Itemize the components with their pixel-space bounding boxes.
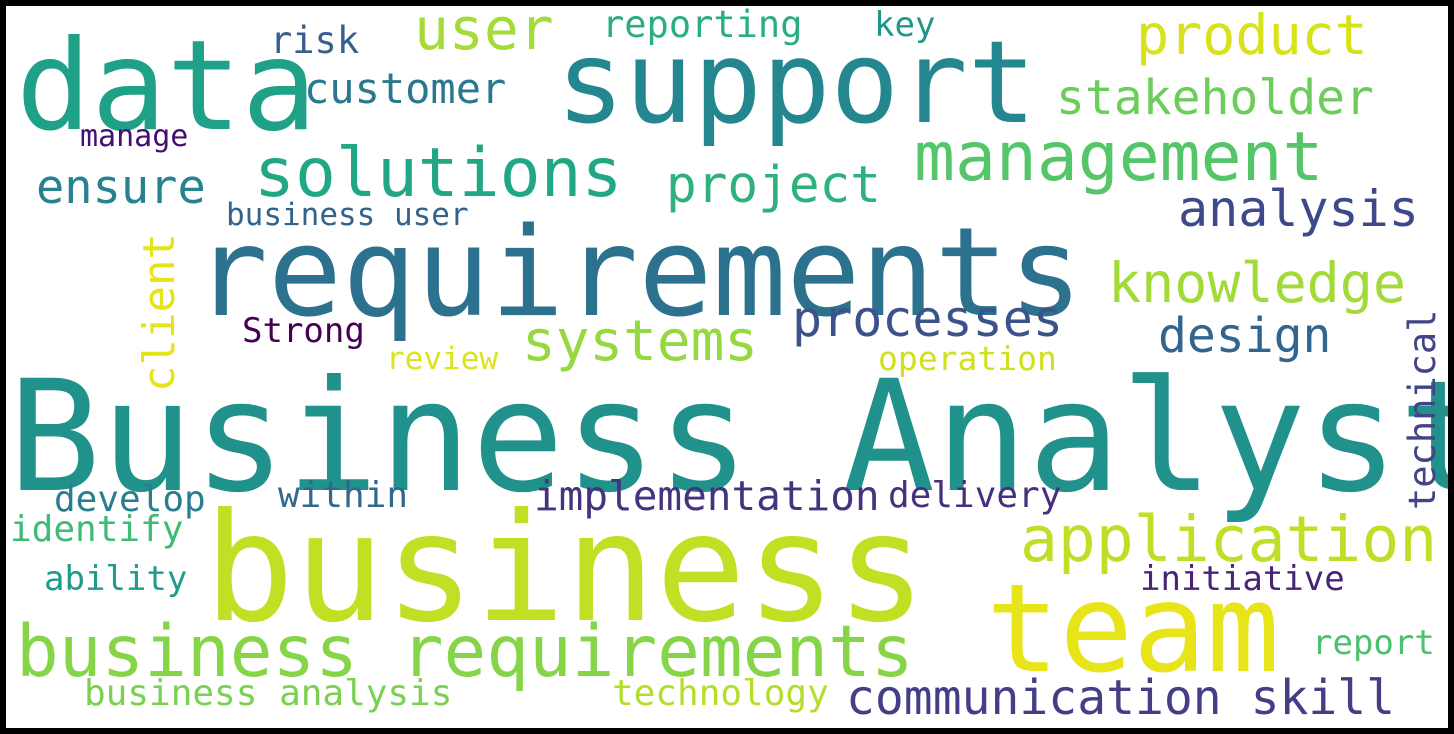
word-ensure: ensure: [36, 160, 206, 215]
word-application: application: [1020, 503, 1438, 576]
word-project: project: [666, 156, 881, 215]
word-review: review: [386, 341, 498, 377]
word-customer: customer: [304, 64, 507, 113]
word-strong: Strong: [242, 311, 365, 351]
word-manage: manage: [80, 119, 189, 154]
word-user: user: [414, 6, 554, 63]
word-support: support: [556, 16, 1037, 149]
word-cloud: Business Analyst business requirements s…: [6, 6, 1448, 728]
word-team: team: [986, 558, 1280, 700]
word-stakeholder: stakeholder: [1056, 70, 1374, 126]
word-report: report: [1312, 623, 1435, 663]
word-implementation: implementation: [534, 472, 880, 520]
word-processes: processes: [792, 290, 1063, 348]
word-knowledge: knowledge: [1108, 251, 1407, 315]
word-requirements: requirements: [194, 202, 1083, 345]
word-client: client: [134, 233, 185, 392]
word-ability: ability: [44, 559, 188, 599]
word-analysis: analysis: [1178, 180, 1419, 238]
word-initiative: initiative: [1140, 559, 1345, 599]
word-key: key: [874, 6, 936, 45]
word-within: within: [278, 475, 409, 516]
word-business-user: business user: [226, 197, 469, 233]
word-develop: develop: [54, 479, 206, 520]
word-design: design: [1158, 308, 1332, 364]
word-delivery: delivery: [888, 475, 1062, 516]
word-management: management: [914, 118, 1324, 197]
word-business-analysis: business analysis: [84, 673, 453, 714]
word-systems: systems: [522, 309, 759, 374]
word-reporting: reporting: [602, 6, 803, 46]
word-data: data: [16, 14, 318, 159]
word-technical: technical: [1401, 309, 1444, 510]
word-identify: identify: [10, 509, 184, 550]
word-product: product: [1136, 6, 1368, 67]
word-solutions: solutions: [254, 134, 623, 213]
word-risk: risk: [270, 19, 360, 62]
word-business: business: [204, 482, 927, 656]
word-communication-skill: communication skill: [846, 670, 1396, 726]
word-technology: technology: [612, 673, 829, 714]
word-operation: operation: [878, 339, 1057, 378]
word-business-analyst: Business Analyst: [8, 348, 1448, 527]
word-business-requirements: business requirements: [16, 610, 914, 693]
